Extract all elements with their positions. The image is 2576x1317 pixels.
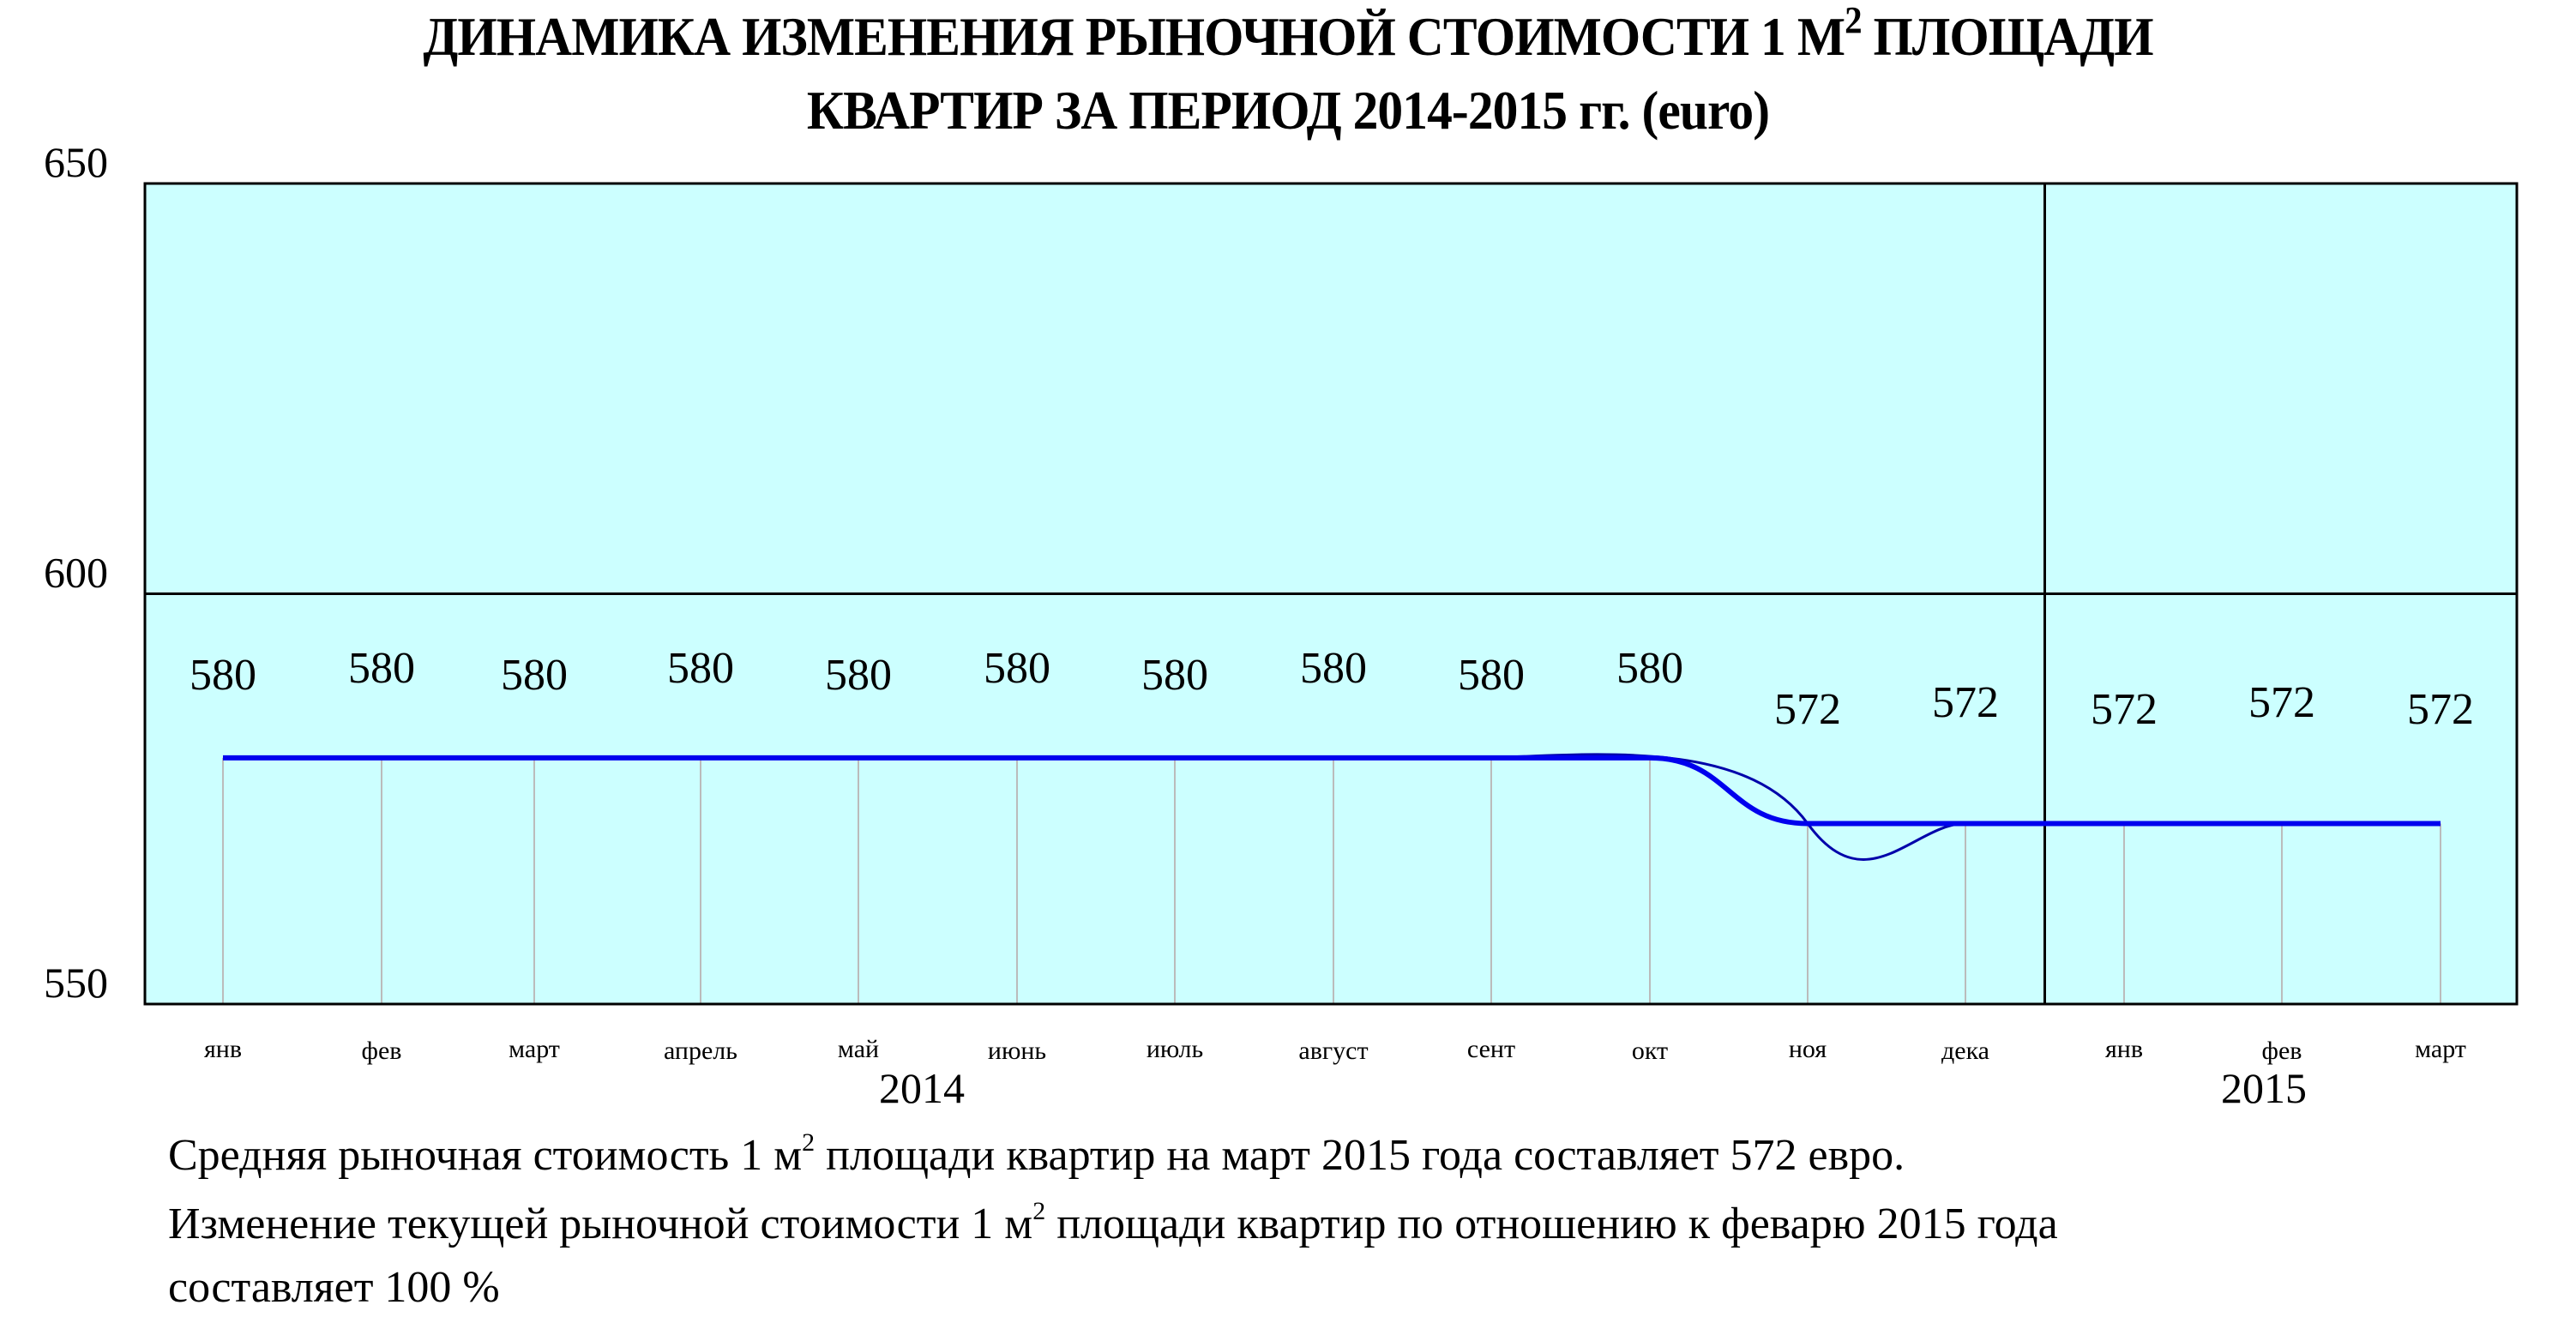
x-tick-label: ноя — [1789, 1035, 1827, 1063]
x-tick-label: июль — [1147, 1035, 1203, 1063]
data-label: 580 — [348, 644, 415, 693]
data-label: 580 — [667, 644, 734, 693]
y-axis-labels: 650 600 550 — [44, 138, 108, 1007]
plot-frame — [143, 182, 2519, 1006]
title-text-a: ДИНАМИКА ИЗМЕНЕНИЯ РЫНОЧНОЙ СТОИМОСТИ 1 … — [423, 6, 1845, 67]
data-label: 572 — [2407, 685, 2474, 734]
note1-text-a: Средняя рыночная стоимость 1 м — [168, 1131, 803, 1180]
data-label: 580 — [1141, 651, 1208, 700]
data-label: 572 — [2091, 685, 2158, 734]
x-tick-label: август — [1298, 1037, 1368, 1065]
note1-superscript: 2 — [802, 1128, 816, 1157]
data-label: 572 — [1932, 678, 1999, 727]
x-tick-label: фев — [2262, 1037, 2302, 1065]
note-change-line-2: составляет 100 % — [168, 1263, 500, 1312]
note2-text-b: площади квартир по отношению к феварю 20… — [1045, 1200, 2058, 1248]
year-label: 2014 — [879, 1064, 965, 1112]
x-tick-label: март — [509, 1035, 560, 1063]
smoothed-series-line — [1490, 753, 1966, 861]
note1-text-b: площади квартир на март 2015 года состав… — [815, 1131, 1905, 1180]
data-label: 580 — [984, 644, 1050, 693]
title-superscript: 2 — [1845, 0, 1862, 41]
data-label: 580 — [190, 651, 256, 700]
chart-title-line-2: КВАРТИР ЗА ПЕРИОД 2014-2015 гг. (euro) — [806, 80, 1770, 141]
year-labels: 2014 2015 — [879, 1064, 2307, 1112]
data-label: 572 — [1774, 685, 1841, 734]
x-tick-label: дека — [1941, 1037, 1989, 1065]
x-tick-label: июнь — [988, 1037, 1046, 1065]
data-label: 580 — [501, 651, 568, 700]
data-label: 580 — [1616, 644, 1683, 693]
note2-text-a: Изменение текущей рыночной стоимости 1 м — [168, 1200, 1033, 1248]
x-tick-label: май — [838, 1035, 879, 1063]
y-tick-label: 600 — [44, 549, 108, 597]
chart-title-line-1: ДИНАМИКА ИЗМЕНЕНИЯ РЫНОЧНОЙ СТОИМОСТИ 1 … — [90, 2, 2486, 69]
year-label: 2015 — [2221, 1064, 2307, 1112]
x-tick-label: янв — [204, 1035, 242, 1063]
y-tick-label: 650 — [44, 138, 108, 186]
x-tick-label: март — [2415, 1035, 2466, 1063]
x-tick-label: апрель — [664, 1037, 737, 1065]
data-label: 580 — [1300, 644, 1367, 693]
x-tick-label: фев — [362, 1037, 402, 1065]
data-label: 580 — [1458, 651, 1525, 700]
title-text-b: ПЛОЩАДИ — [1861, 6, 2154, 67]
data-labels: 580 580 580 580 580 580 580 580 580 580 572 572 572 5… — [190, 644, 2474, 734]
y-tick-label: 550 — [44, 959, 108, 1007]
data-label: 572 — [2248, 678, 2315, 727]
x-tick-label: янв — [2105, 1035, 2143, 1063]
drop-lines — [222, 757, 2441, 1004]
x-tick-label: окт — [1632, 1037, 1668, 1065]
data-label: 580 — [825, 651, 892, 700]
series-line — [223, 755, 2441, 827]
note-average-price: Средняя рыночная стоимость 1 м2 площади … — [168, 1130, 1905, 1181]
x-tick-label: сент — [1467, 1035, 1515, 1063]
note-change-line-1: Изменение текущей рыночной стоимости 1 м… — [168, 1199, 2058, 1249]
note2-superscript: 2 — [1032, 1197, 1046, 1225]
x-axis-labels: янв фев март апрель май июнь июль август сент окт… — [204, 1035, 2466, 1065]
